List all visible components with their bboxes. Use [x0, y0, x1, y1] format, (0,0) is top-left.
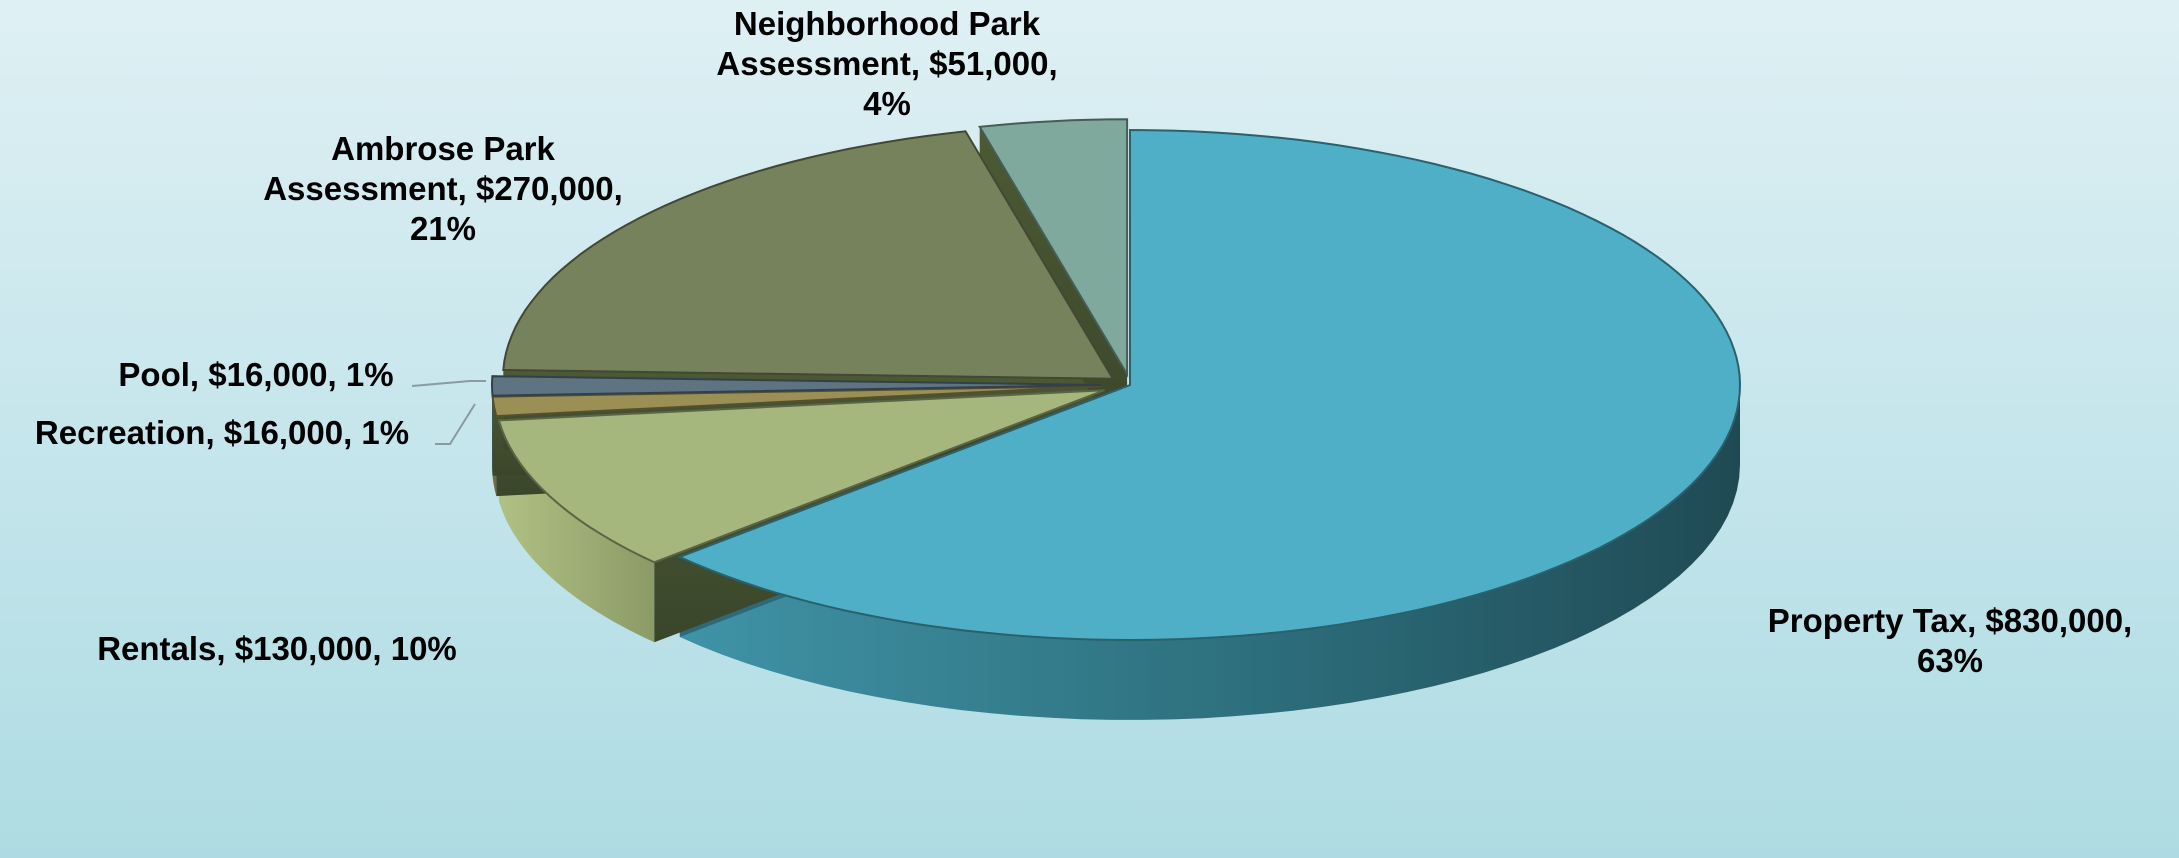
data-label-line: Assessment, $51,000, — [716, 45, 1057, 82]
data-label-pool: Pool, $16,000, 1% — [118, 356, 393, 393]
data-label-line: Recreation, $16,000, 1% — [35, 414, 409, 451]
data-label-ambrose-park-assessment: Ambrose Park Assessment, $270,000, 21% — [263, 130, 623, 247]
slice-ambrose-park-assessment — [502, 130, 1115, 380]
pie-slices — [491, 118, 1742, 720]
data-label-line: Rentals, $130,000, 10% — [97, 630, 457, 667]
data-label-line: 21% — [410, 210, 476, 247]
slice-side-rentals — [498, 420, 655, 643]
data-label-line: Neighborhood Park — [734, 5, 1041, 42]
data-label-neighborhood-park-assessment: Neighborhood Park Assessment, $51,000, 4% — [716, 5, 1057, 122]
data-label-line: Property Tax, $830,000, — [1768, 602, 2132, 639]
slice-recreation — [491, 385, 1103, 418]
data-label-recreation: Recreation, $16,000, 1% — [35, 414, 409, 451]
slice-property-tax — [677, 128, 1742, 642]
data-label-line: Pool, $16,000, 1% — [118, 356, 393, 393]
data-label-line: Ambrose Park — [331, 130, 555, 167]
data-label-line: 63% — [1917, 642, 1983, 679]
slice-side-property-tax — [679, 385, 1740, 720]
data-label-line: 4% — [863, 85, 911, 122]
leader-line-recreation — [435, 403, 476, 445]
pie-data-labels: Property Tax, $830,000, 63% Rentals, $130,… — [35, 5, 2132, 679]
slice-pool — [491, 375, 1103, 397]
data-label-rentals: Rentals, $130,000, 10% — [97, 630, 457, 667]
data-label-line: Assessment, $270,000, — [263, 170, 623, 207]
leader-line-pool — [411, 380, 486, 387]
slice-side-pool — [492, 385, 493, 476]
slice-neighborhood-park-assessment — [978, 118, 1129, 378]
data-label-property-tax: Property Tax, $830,000, 63% — [1768, 602, 2132, 679]
slice-rentals — [497, 389, 1105, 564]
